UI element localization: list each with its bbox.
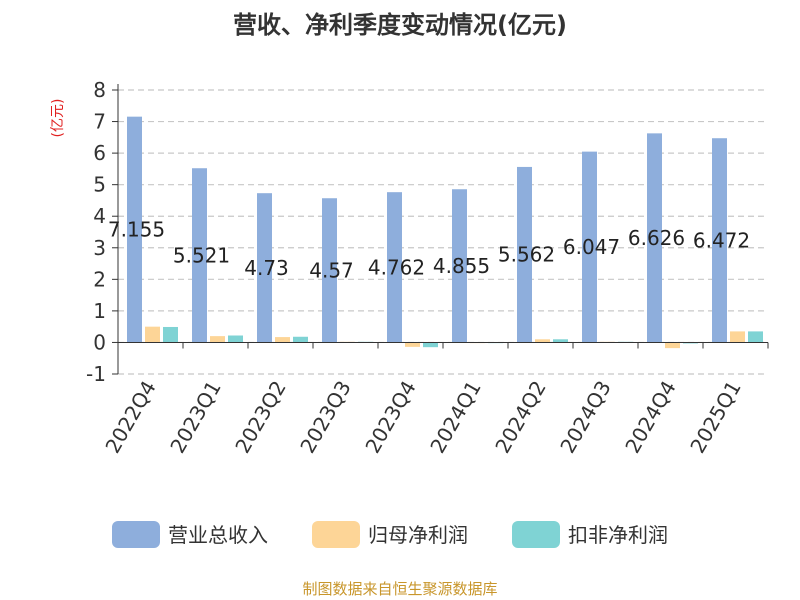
legend-swatch (312, 521, 360, 548)
x-tick-label: 2023Q2 (230, 377, 290, 458)
data-label: 4.855 (433, 254, 490, 278)
data-labels: 7.155 5.521 4.73 4.57 4.762 4.855 5.562 6.047 6.… (108, 218, 750, 283)
legend-label: 营业总收入 (168, 523, 268, 547)
x-tick-label: 2025Q1 (685, 377, 745, 458)
legend-swatch (112, 521, 160, 548)
y-axis-label: (亿元) (50, 99, 66, 138)
data-label: 5.562 (498, 243, 555, 267)
y-tick-label: 8 (93, 78, 106, 102)
legend-swatch (512, 521, 560, 548)
y-tick-label: 2 (93, 267, 106, 291)
y-tick-label: 7 (93, 110, 106, 134)
data-label: 4.57 (309, 258, 354, 282)
data-label: 6.626 (628, 226, 685, 250)
bar-non-recurring-profit (293, 336, 308, 343)
y-tick-label: 6 (93, 141, 106, 165)
bar-non-recurring-profit (553, 339, 568, 343)
bar-revenue (192, 168, 207, 343)
bar-net-profit (210, 336, 225, 343)
bar-revenue (127, 116, 142, 343)
x-tick-label: 2023Q4 (360, 377, 420, 458)
x-tick-label: 2024Q4 (620, 377, 680, 458)
bar-revenue (647, 133, 662, 343)
x-axis-ticks: 2022Q4 2023Q1 2023Q2 2023Q3 2023Q4 2024Q1 2024… (100, 342, 769, 458)
x-tick-label: 2024Q2 (490, 377, 550, 458)
bar-net-profit (405, 342, 420, 347)
bar-net-profit (145, 326, 160, 343)
y-tick-label: 0 (93, 330, 106, 354)
legend-label: 扣非净利润 (568, 523, 668, 547)
bar-revenue (712, 138, 727, 343)
bar-revenue (257, 193, 272, 343)
y-tick-label: 4 (93, 204, 106, 228)
data-label: 6.047 (563, 235, 620, 259)
data-label: 4.762 (368, 255, 425, 279)
y-tick-label: -1 (86, 362, 106, 386)
bar-revenue (322, 198, 337, 343)
bar-revenue (582, 151, 597, 343)
bar-non-recurring-profit (423, 342, 438, 348)
data-label: 6.472 (693, 228, 750, 252)
bar-revenue (387, 192, 402, 343)
legend: 营业总收入 归母净利润 扣非净利润 (112, 521, 668, 548)
bar-net-profit (275, 337, 290, 343)
legend-label: 归母净利润 (368, 523, 468, 547)
bar-revenue (517, 166, 532, 343)
x-tick-label: 2022Q4 (100, 377, 160, 458)
y-tick-label: 1 (93, 299, 106, 323)
x-tick-label: 2023Q1 (165, 377, 225, 458)
y-axis-ticks: -1 0 1 2 3 4 5 6 7 8 (86, 78, 118, 386)
bar-net-profit (535, 339, 550, 343)
y-tick-label: 5 (93, 173, 106, 197)
x-tick-label: 2024Q1 (425, 377, 485, 458)
bar-net-profit (665, 342, 680, 349)
bar-series (127, 116, 763, 349)
bar-revenue (452, 189, 467, 343)
y-tick-label: 3 (93, 236, 106, 260)
data-label: 4.73 (244, 256, 289, 280)
bar-non-recurring-profit (748, 331, 763, 343)
x-tick-label: 2024Q3 (555, 377, 615, 458)
bar-net-profit (730, 331, 745, 343)
data-label: 5.521 (173, 243, 230, 267)
x-tick-label: 2023Q3 (295, 377, 355, 458)
source-note: 制图数据来自恒生聚源数据库 (302, 580, 497, 598)
bar-non-recurring-profit (163, 326, 178, 343)
bar-non-recurring-profit (228, 335, 243, 343)
chart-title: 营收、净利季度变动情况(亿元) (233, 11, 567, 39)
data-label: 7.155 (108, 218, 165, 242)
